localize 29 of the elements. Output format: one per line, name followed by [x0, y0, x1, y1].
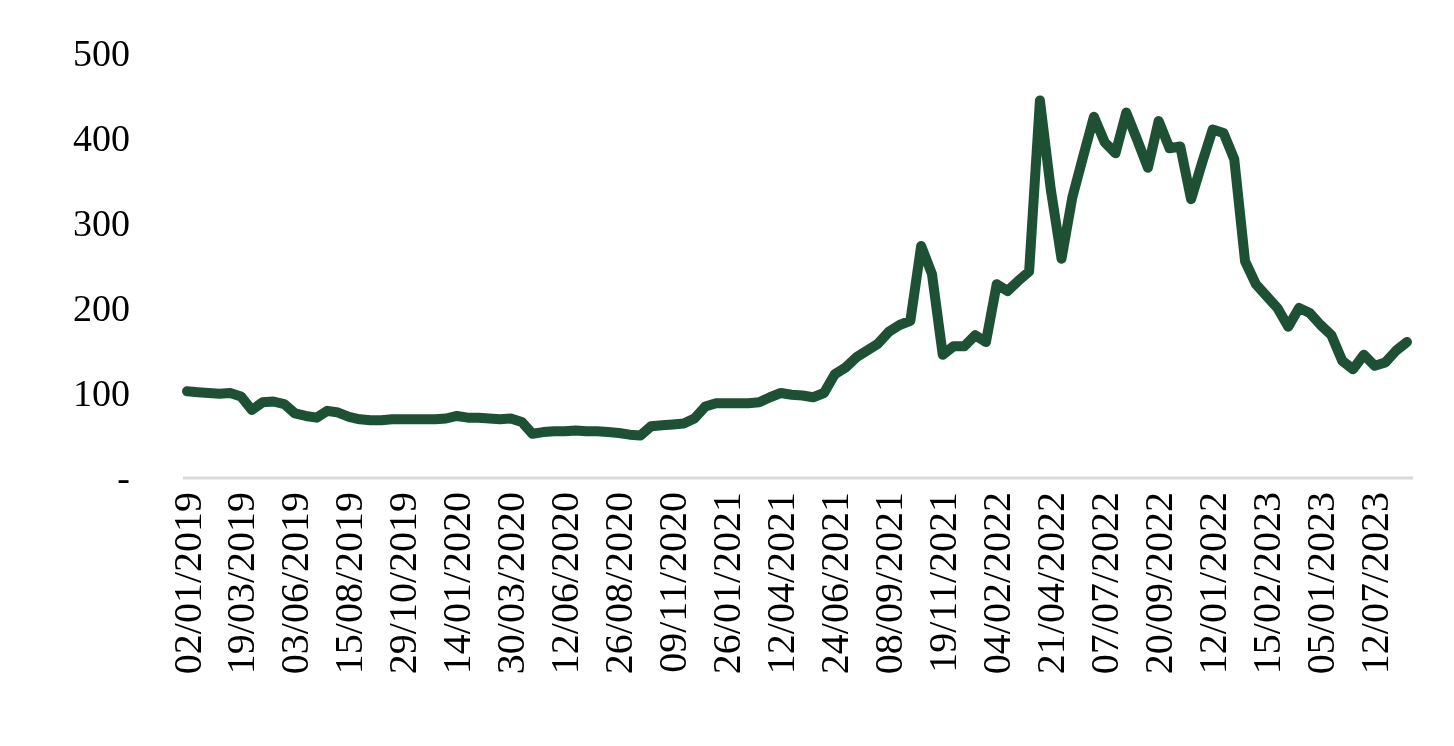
y-tick-label: 200: [73, 287, 130, 329]
x-tick-label: 02/01/2019: [164, 492, 210, 675]
y-tick-label: 500: [73, 32, 130, 74]
x-tick-label: 08/09/2021: [866, 492, 912, 675]
x-tick-label: 12/06/2020: [542, 492, 588, 675]
x-tick-label: 12/07/2023: [1352, 492, 1398, 675]
x-tick-label: 29/10/2019: [380, 492, 426, 675]
x-tick-label: 26/01/2021: [704, 492, 750, 675]
x-tick-label: 19/03/2019: [218, 492, 264, 675]
x-tick-label: 24/06/2021: [812, 492, 858, 675]
x-tick-label: 19/11/2021: [920, 492, 966, 673]
y-tick-label: 300: [73, 202, 130, 244]
x-tick-label: 20/09/2022: [1136, 492, 1182, 675]
x-tick-label: 26/08/2020: [596, 492, 642, 675]
x-tick-label: 03/06/2019: [272, 492, 318, 675]
x-tick-label: 04/02/2022: [974, 492, 1020, 675]
x-tick-label: 15/02/2023: [1244, 492, 1290, 675]
y-tick-label: 400: [73, 117, 130, 159]
x-tick-label: 21/04/2022: [1028, 492, 1074, 675]
y-tick-label: -: [117, 457, 130, 499]
x-tick-label: 12/04/2021: [758, 492, 804, 675]
x-tick-label: 07/07/2022: [1082, 492, 1128, 675]
x-tick-label: 09/11/2020: [650, 492, 696, 673]
x-tick-label: 15/08/2019: [326, 492, 372, 675]
x-tick-label: 05/01/2023: [1298, 492, 1344, 675]
x-tick-label: 30/03/2020: [488, 492, 534, 675]
y-tick-label: 100: [73, 372, 130, 414]
x-tick-label: 12/01/2022: [1190, 492, 1236, 675]
x-tick-label: 14/01/2020: [434, 492, 480, 675]
